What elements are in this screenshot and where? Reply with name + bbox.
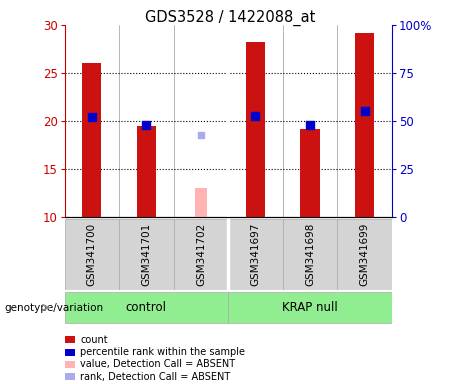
Bar: [65, 219, 119, 290]
Bar: [137, 126, 156, 217]
Point: [361, 108, 368, 114]
Bar: [337, 219, 392, 290]
Text: GDS3528 / 1422088_at: GDS3528 / 1422088_at: [145, 10, 316, 26]
Bar: [82, 63, 101, 217]
Bar: [355, 33, 374, 217]
Point: [197, 132, 205, 139]
Point: [88, 114, 95, 120]
Bar: [65, 292, 228, 323]
Text: GSM341701: GSM341701: [142, 222, 151, 286]
Text: GSM341697: GSM341697: [250, 222, 260, 286]
Bar: [228, 292, 392, 323]
Bar: [246, 42, 265, 217]
Bar: [119, 219, 174, 290]
Bar: [301, 129, 319, 217]
Text: GSM341698: GSM341698: [305, 222, 315, 286]
Text: count: count: [80, 335, 108, 345]
Text: KRAP null: KRAP null: [282, 301, 338, 314]
Text: value, Detection Call = ABSENT: value, Detection Call = ABSENT: [80, 359, 235, 369]
Text: rank, Detection Call = ABSENT: rank, Detection Call = ABSENT: [80, 372, 230, 382]
Text: GSM341702: GSM341702: [196, 222, 206, 286]
Bar: [283, 219, 337, 290]
Text: genotype/variation: genotype/variation: [5, 303, 104, 313]
Text: GSM341700: GSM341700: [87, 222, 97, 286]
Point: [142, 122, 150, 128]
Bar: [174, 219, 228, 290]
Text: control: control: [126, 301, 167, 314]
Bar: [195, 188, 207, 217]
Bar: [228, 219, 283, 290]
Point: [306, 122, 313, 128]
Point: [252, 113, 259, 119]
Text: GSM341699: GSM341699: [360, 222, 370, 286]
Text: percentile rank within the sample: percentile rank within the sample: [80, 347, 245, 357]
